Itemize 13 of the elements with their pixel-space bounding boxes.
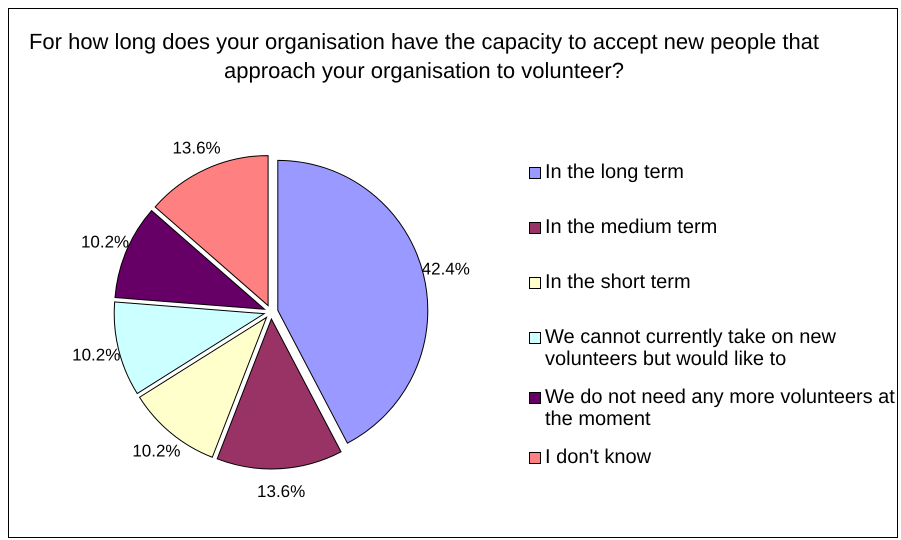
legend-label: We do not need any more volunteers at the moment [545, 386, 896, 430]
data-label: 10.2% [132, 441, 181, 460]
legend-label: We cannot currently take on new volunteers but would like to [545, 326, 837, 370]
data-label: 10.2% [80, 232, 130, 252]
legend-label: I don't know [545, 446, 652, 468]
legend-label: In the short term [545, 271, 691, 293]
legend-label: In the long term [545, 161, 684, 183]
data-label: 13.6% [172, 138, 221, 158]
data-label: 42.4% [422, 259, 470, 278]
data-label: 10.2% [72, 346, 120, 365]
chart-title: For how long does your organisation have the capacity to accept new people that approach your organisation to volunteer? [28, 28, 820, 85]
data-label: 13.6% [257, 482, 306, 502]
legend-label: In the medium term [545, 216, 718, 238]
